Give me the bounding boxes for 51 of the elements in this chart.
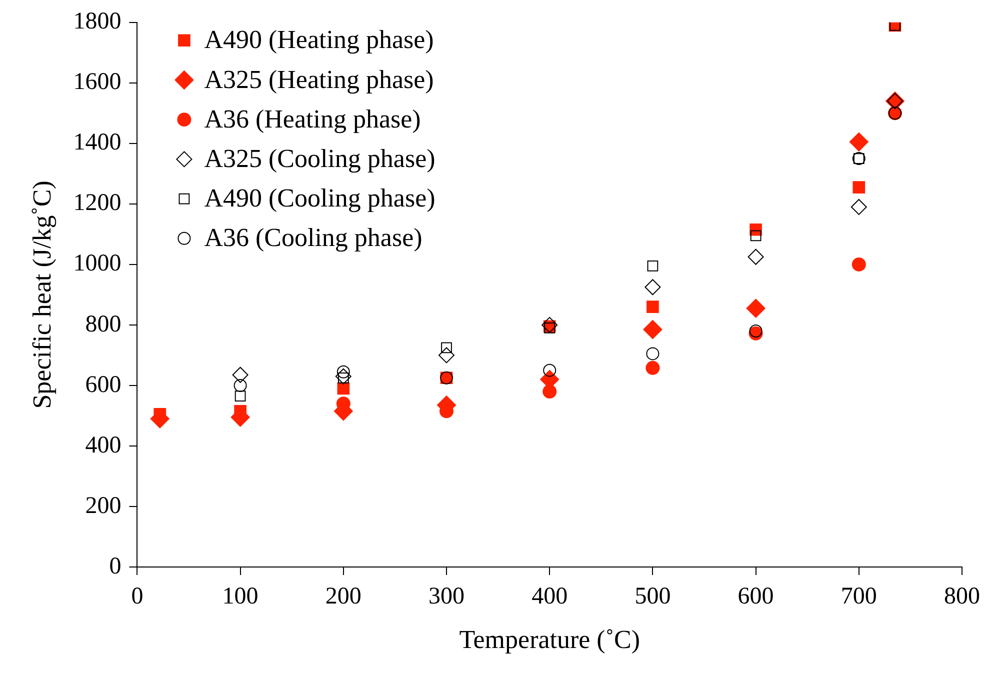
y-tick-label: 1600	[73, 69, 122, 96]
point	[646, 360, 660, 375]
point	[643, 320, 662, 339]
x-tick-label: 800	[944, 584, 980, 610]
x-tick-label: 400	[532, 584, 568, 610]
legend-label: A36 (Heating phase)	[204, 104, 421, 134]
point	[750, 230, 762, 242]
point	[646, 347, 660, 360]
y-tick-label: 1800	[73, 8, 122, 35]
point	[543, 364, 556, 377]
point	[232, 366, 248, 383]
point	[647, 260, 658, 272]
point	[646, 300, 659, 313]
y-axis-title: Specific heat (J/kg˚C)	[27, 180, 56, 409]
legend-label: A325 (Cooling phase)	[204, 144, 436, 174]
point	[337, 382, 350, 395]
point	[335, 368, 352, 384]
y-tick-label: 1000	[73, 250, 122, 277]
y-tick-label: 1200	[73, 190, 122, 216]
point	[748, 248, 764, 265]
x-axis-title: Temperature (˚C)	[459, 625, 640, 654]
point	[749, 324, 762, 338]
point	[644, 279, 661, 296]
point	[849, 132, 868, 152]
point	[234, 378, 247, 392]
point	[234, 390, 246, 402]
y-tick-label: 600	[85, 372, 122, 398]
x-tick-label: 200	[325, 584, 362, 610]
point	[542, 384, 557, 399]
point	[746, 298, 766, 318]
point	[852, 181, 866, 194]
point	[852, 257, 866, 272]
point	[542, 316, 558, 333]
x-tick-label: 600	[738, 584, 774, 610]
x-tick-label: 0	[131, 584, 144, 610]
y-tick-label: 800	[85, 311, 122, 338]
y-tick-label: 1400	[73, 130, 122, 156]
y-tick-label: 0	[109, 553, 122, 580]
point	[438, 347, 454, 364]
y-tick-label: 400	[85, 432, 122, 458]
x-tick-label: 100	[222, 584, 258, 610]
point	[441, 342, 452, 354]
legend-label: A325 (Heating phase)	[204, 64, 434, 94]
y-tick-label: 200	[85, 492, 122, 519]
point	[850, 198, 867, 215]
x-tick-label: 700	[840, 584, 877, 610]
legend-label: A490 (Heating phase)	[204, 25, 434, 54]
x-tick-label: 500	[634, 584, 671, 610]
legend-label: A490 (Cooling phase)	[204, 184, 436, 213]
x-tick-label: 300	[428, 584, 464, 610]
legend-label: A36 (Cooling phase)	[204, 223, 422, 252]
